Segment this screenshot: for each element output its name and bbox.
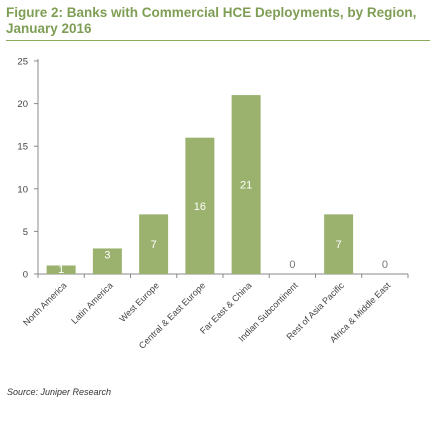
category-label-0: North America [21, 280, 68, 327]
data-label-7: 0 [382, 259, 388, 271]
data-label-1: 3 [104, 249, 110, 261]
data-label-0: 1 [58, 264, 64, 276]
y-axis: 0 5 10 15 20 25 [17, 57, 39, 281]
title-rule [6, 40, 430, 41]
y-tick-label-5: 5 [23, 227, 28, 238]
figure-title: Figure 2: Banks with Commercial HCE Depl… [6, 5, 417, 36]
category-labels: North America Latin America West EuropeCen… [21, 280, 393, 351]
source-note: Source: Juniper Research [7, 387, 112, 397]
bar-2 [139, 214, 169, 274]
y-tick-label-0: 0 [23, 270, 28, 281]
data-label-6: 7 [336, 239, 342, 251]
bars [46, 95, 354, 274]
bar-0 [46, 265, 76, 274]
data-labels: 1 3 7 16 21 0 7 0 [58, 180, 388, 276]
data-label-3: 16 [194, 201, 206, 213]
category-label-1: Latin America [69, 280, 115, 326]
y-tick-label-15: 15 [17, 142, 28, 153]
y-tick-label-10: 10 [17, 184, 28, 195]
bar-4 [231, 95, 261, 274]
bar-1 [92, 248, 122, 274]
bar-3 [185, 137, 215, 274]
x-axis [37, 273, 409, 278]
data-label-2: 7 [151, 239, 157, 251]
category-label-2: West Europe [117, 280, 161, 324]
data-label-4: 21 [240, 180, 252, 192]
data-label-5: 0 [289, 259, 295, 271]
y-tick-label-25: 25 [17, 57, 28, 68]
y-tick-label-20: 20 [17, 99, 28, 110]
bar-6 [324, 214, 354, 274]
